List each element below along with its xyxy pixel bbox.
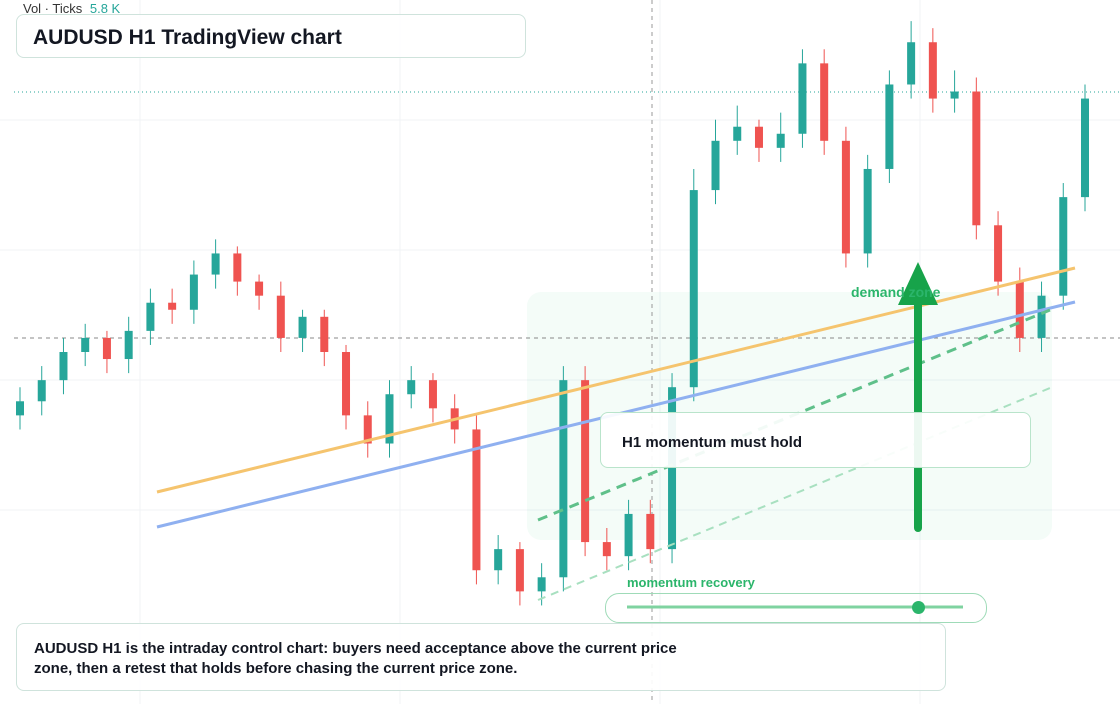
candle-body xyxy=(168,302,177,310)
candle-body xyxy=(994,225,1003,282)
candle-body xyxy=(472,429,481,571)
candle-body xyxy=(211,253,220,275)
candle-body xyxy=(385,394,394,444)
candle-body xyxy=(320,316,329,352)
candle-body xyxy=(37,380,46,402)
candle-body xyxy=(124,330,133,360)
zone-label: demand zone xyxy=(851,284,941,300)
candle-body xyxy=(1015,281,1024,338)
candle-body xyxy=(776,133,785,148)
candle-body xyxy=(407,380,416,395)
candle-body xyxy=(189,274,198,310)
candle-body xyxy=(754,126,763,148)
summary-text: AUDUSD H1 is the intraday control chart:… xyxy=(34,640,677,677)
candle-body xyxy=(298,316,307,338)
candle-body xyxy=(928,42,937,99)
candle-body xyxy=(602,542,611,557)
candle-body xyxy=(733,126,742,141)
candle-body xyxy=(146,302,155,331)
candle-body xyxy=(624,513,633,557)
candle-body xyxy=(907,42,916,85)
candle-body xyxy=(1037,295,1046,338)
candle-body xyxy=(1081,98,1089,198)
candle-body xyxy=(581,380,590,543)
chart-title: AUDUSD H1 TradingView chart xyxy=(33,26,342,49)
candle-body xyxy=(255,281,264,296)
candle-body xyxy=(668,387,677,550)
arrow-head xyxy=(898,262,938,305)
candle-body xyxy=(885,84,894,169)
volume-name: Vol · Ticks xyxy=(23,1,83,16)
candle-body xyxy=(711,140,720,191)
volume-label: Vol · Ticks 5.8 K xyxy=(23,1,120,16)
candle-body xyxy=(863,168,872,254)
candle-body xyxy=(798,63,807,134)
candle-body xyxy=(342,352,351,416)
progress-label: momentum recovery xyxy=(627,575,755,590)
progress-knob xyxy=(912,601,925,614)
candle-body xyxy=(102,337,111,360)
candle-body xyxy=(515,549,524,592)
candles xyxy=(16,21,1089,606)
candle-body xyxy=(16,401,24,416)
candle-body xyxy=(363,415,372,444)
callout: H1 momentum must hold xyxy=(600,412,1031,468)
candle-body xyxy=(841,140,850,254)
title-box: AUDUSD H1 TradingView chart xyxy=(16,14,526,58)
candle-body xyxy=(233,253,242,282)
candle-body xyxy=(494,549,503,571)
candle-body xyxy=(972,91,981,226)
summary-box: AUDUSD H1 is the intraday control chart:… xyxy=(16,623,946,691)
candle-body xyxy=(950,91,959,99)
candle-body xyxy=(689,190,698,388)
progress-box xyxy=(605,593,987,623)
candle-body xyxy=(276,295,285,338)
candle-body xyxy=(537,577,546,592)
callout-text: H1 momentum must hold xyxy=(622,434,803,451)
candle-body xyxy=(820,63,829,141)
candle-body xyxy=(559,380,568,578)
candle-body xyxy=(646,513,655,550)
candle-body xyxy=(81,337,90,352)
volume-value: 5.8 K xyxy=(89,1,121,16)
candle-body xyxy=(1059,197,1068,296)
candle-body xyxy=(59,352,68,381)
candle-body xyxy=(428,380,437,409)
